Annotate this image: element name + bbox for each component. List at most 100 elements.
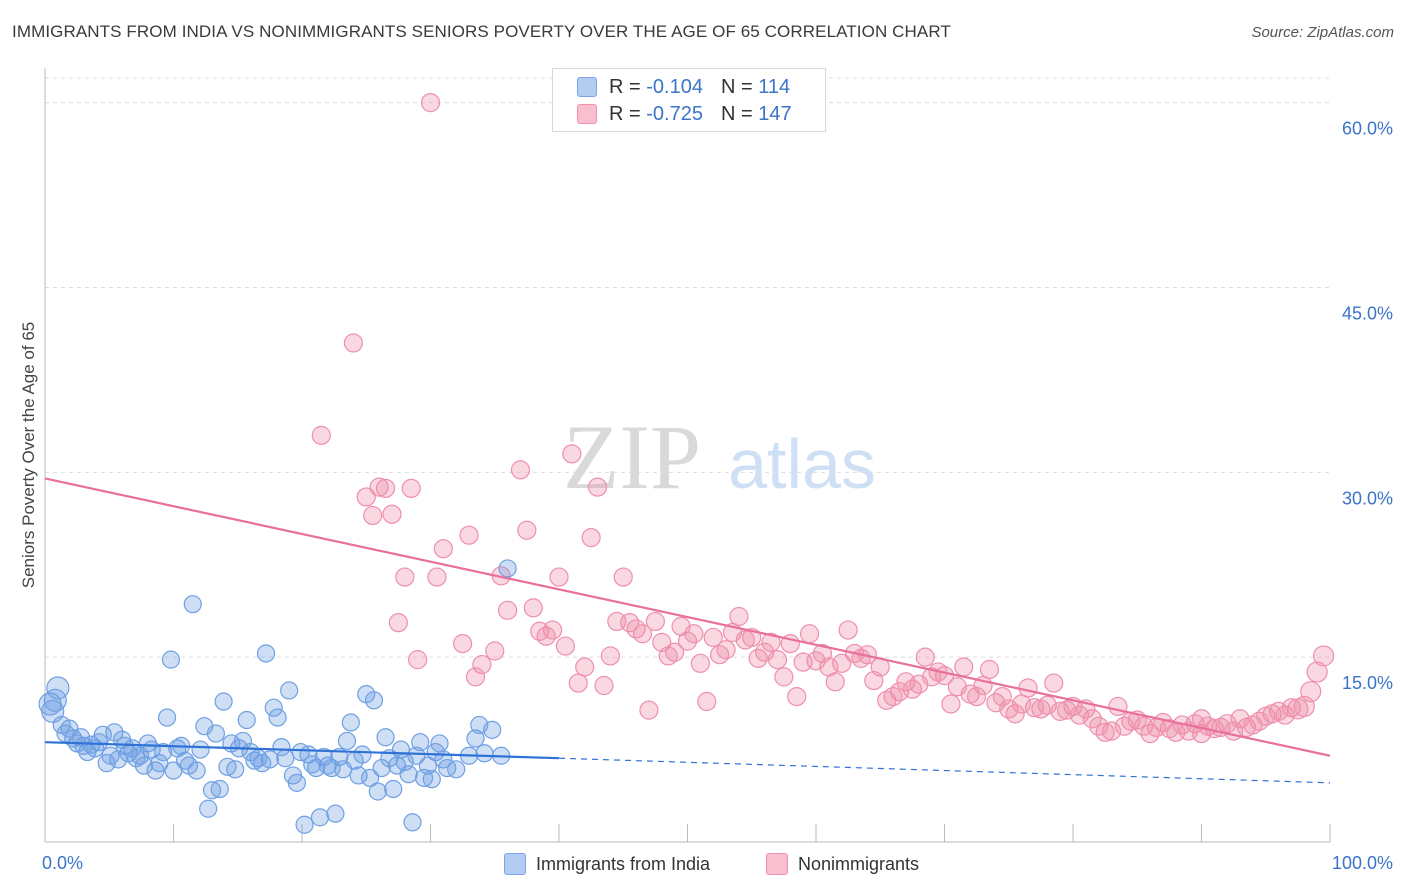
nonimmigrants-point (388, 613, 408, 633)
india-point (202, 781, 222, 800)
india-point (411, 733, 430, 752)
nonimmigrants-point (1095, 722, 1115, 742)
nonimmigrants-point (677, 631, 698, 651)
nonimmigrants-point (420, 93, 441, 113)
nonimmigrants-point (979, 659, 1000, 680)
india-point (430, 734, 449, 753)
india-point (157, 708, 177, 727)
india-point (372, 758, 391, 778)
nonimmigrants-point (401, 478, 421, 498)
nonimmigrants-point (356, 487, 376, 507)
india-point (268, 708, 287, 727)
legend-r-label: R = (609, 75, 641, 98)
grid-layer (45, 77, 1330, 658)
bottom-legend-india: Immigrants from India (504, 852, 710, 876)
nonimmigrants-point (542, 620, 563, 640)
legend-row-india: R = -0.104 N = 114 (577, 75, 790, 99)
legend-n-value: 114 (758, 75, 791, 98)
india-point (214, 692, 233, 711)
india-point (295, 815, 314, 834)
nonimmigrants-point (799, 624, 820, 644)
legend-r-value: -0.104 (646, 75, 703, 98)
india-point (206, 724, 226, 743)
india-trend-extension (558, 757, 1331, 784)
india-point (276, 749, 295, 768)
bottom-legend-label-india: Immigrants from India (536, 853, 711, 874)
nonimmigrants-point (427, 567, 447, 587)
india-point (150, 754, 169, 773)
bottom-legend-label-nonimmigrants: Nonimmigrants (798, 853, 920, 874)
legend-r-value: -0.725 (646, 102, 703, 125)
nonimmigrants-point (465, 667, 486, 687)
nonimmigrants-point (459, 525, 479, 545)
india-point (154, 742, 173, 762)
trend-lines (44, 477, 1331, 784)
nonimmigrants-point (1005, 704, 1025, 724)
india-point (349, 766, 368, 785)
nonimmigrants-point (498, 600, 518, 620)
nonimmigrants-point (568, 673, 588, 693)
chart-title: IMMIGRANTS FROM INDIA VS NONIMMIGRANTS S… (12, 22, 951, 41)
nonimmigrants-point (453, 634, 473, 654)
nonimmigrants-point (665, 642, 685, 662)
india-point (376, 728, 395, 747)
nonimmigrants-point (1108, 696, 1128, 717)
india-point (287, 773, 306, 792)
nonimmigrants-point (613, 567, 633, 587)
nonimmigrants-point (1306, 661, 1328, 683)
legend-n-label: N = (720, 75, 753, 98)
india-point (466, 729, 485, 748)
india-point (134, 756, 154, 775)
nonimmigrants-point (729, 606, 749, 627)
nonimmigrants-point (967, 686, 987, 707)
india-point (260, 750, 279, 769)
nonimmigrants-point (710, 645, 730, 665)
india-point (105, 723, 124, 742)
india-point (46, 676, 70, 700)
nonimmigrants-point (523, 598, 543, 618)
x-tick-label: 0.0% (42, 853, 83, 873)
india-point (187, 761, 206, 780)
nonimmigrants-point (1312, 645, 1335, 667)
nonimmigrants-point (343, 333, 363, 353)
nonimmigrants-trend-line (44, 477, 1331, 757)
india-point (407, 746, 426, 765)
nonimmigrants-point (600, 646, 621, 666)
nonimmigrants-point (1275, 705, 1295, 725)
nonimmigrants-point (1082, 709, 1102, 729)
nonimmigrants-point (575, 657, 595, 677)
nonimmigrants-point (690, 653, 710, 673)
nonimmigrants-point (832, 653, 852, 673)
india-point (310, 808, 330, 827)
india-point (237, 710, 256, 730)
india-point (353, 745, 372, 764)
india-point (226, 760, 245, 779)
india-point (422, 770, 441, 789)
india-point (418, 756, 438, 775)
nonimmigrants-point (587, 477, 608, 497)
nonimmigrants-point (915, 647, 935, 667)
nonimmigrants-point (1300, 681, 1322, 703)
watermark: ZIP atlas (563, 406, 876, 508)
nonimmigrants-point (1191, 709, 1212, 729)
nonimmigrants-point (838, 620, 858, 640)
nonimmigrants-point (472, 654, 492, 675)
india-point (403, 813, 422, 832)
nonimmigrants-point (517, 520, 537, 540)
nonimmigrants-point (375, 478, 396, 498)
india-point (483, 720, 502, 739)
nonimmigrants-point (433, 539, 453, 559)
legend: R = -0.104 N = 114 R = -0.725 N = 147 (552, 68, 826, 132)
nonimmigrants-point (774, 667, 794, 687)
nonimmigrants-point (382, 504, 402, 524)
nonimmigrants-point (954, 657, 974, 677)
india-point (264, 698, 283, 717)
nonimmigrants-point (697, 691, 717, 712)
legend-row-nonimmigrants: R = -0.725 N = 147 (577, 102, 792, 126)
india-point (341, 713, 360, 732)
nonimmigrants-point (941, 694, 961, 714)
nonimmigrants-point (684, 624, 704, 644)
nonimmigrants-point (363, 505, 383, 526)
india-point (161, 650, 181, 669)
